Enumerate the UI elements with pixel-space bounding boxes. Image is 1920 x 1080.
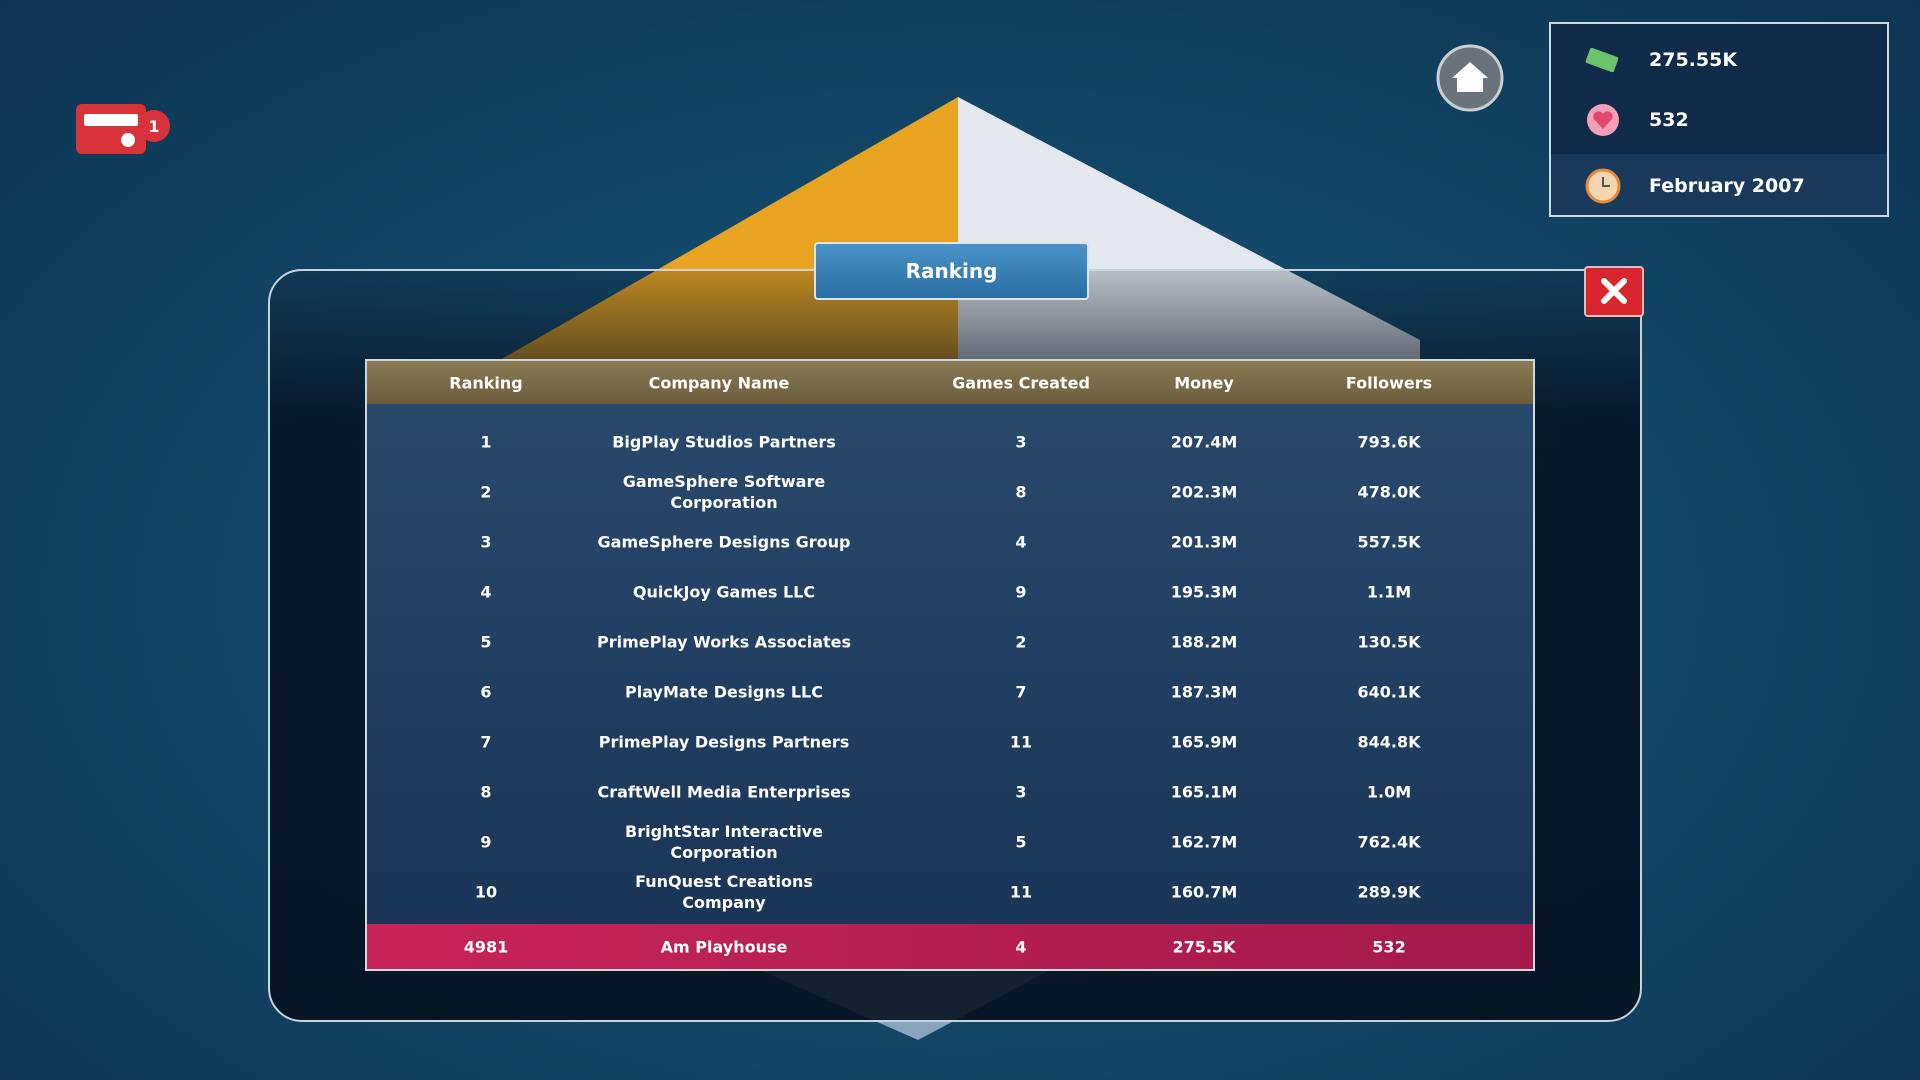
followers-cell: 478.0K [1357,482,1421,502]
company-cell: PrimePlay Works Associates [596,632,852,652]
rank-cell: 7 [480,732,492,752]
money-cell: 195.3M [1170,582,1238,602]
column-header: Money [1174,373,1234,393]
player-company-cell: Am Playhouse [660,937,788,957]
money-cell: 188.2M [1170,632,1238,652]
radio-knob [121,133,135,147]
table-header [367,361,1533,404]
column-header: Followers [1345,373,1433,393]
rank-cell: 4 [480,582,492,602]
followers-cell: 130.5K [1357,632,1421,652]
rank-cell: 5 [480,632,492,652]
followers-cell: 1.0M [1366,782,1412,802]
close-button[interactable] [1584,266,1644,317]
dialog-title: Ranking [814,242,1089,300]
followers-cell: 844.8K [1357,732,1421,752]
column-header: Games Created [952,373,1090,393]
rank-cell: 3 [480,532,492,552]
company-cell: GameSphere Software Corporation [622,472,826,512]
money-cell: 207.4M [1170,432,1238,452]
company-cell: CraftWell Media Enterprises [597,782,851,802]
player-money-cell: 275.5K [1172,937,1236,957]
money-icon [1585,47,1619,73]
hud-money: 275.55K [1649,49,1738,71]
radio-display [84,114,138,126]
company-cell: BrightStar Interactive Corporation [625,822,823,862]
hud-date-row: February 2007 [1551,166,1887,206]
company-cell: QuickJoy Games LLC [632,582,816,602]
money-cell: 162.7M [1170,832,1238,852]
player-row [367,924,1533,969]
hud-followers-row: 532 [1551,100,1887,140]
games-cell: 4 [1015,532,1027,552]
money-cell: 160.7M [1170,882,1238,902]
rank-cell: 6 [480,682,492,702]
badge [138,110,170,142]
games-cell: 11 [1009,882,1033,902]
followers-cell: 1.1M [1366,582,1412,602]
games-cell: 5 [1015,832,1027,852]
radio-button[interactable]: 1 [76,98,176,158]
ranking-table: Ranking Company Name Games Created Money Fol… [365,359,1535,971]
company-cell: FunQuest Creations Company [635,872,813,912]
rank-cell: 1 [480,432,492,452]
followers-cell: 557.5K [1357,532,1421,552]
badge-count: 1 [148,117,159,136]
money-cell: 187.3M [1170,682,1238,702]
home-icon [1452,62,1488,92]
games-cell: 11 [1009,732,1033,752]
company-cell: BigPlay Studios Partners [612,432,836,452]
company-cell: PrimePlay Designs Partners [598,732,850,752]
player-rank-cell: 4981 [463,937,509,957]
hud-followers: 532 [1649,109,1689,131]
followers-cell: 289.9K [1357,882,1421,902]
hud-panel: 275.55K 532 February 2007 [1549,22,1889,217]
games-cell: 7 [1015,682,1027,702]
column-header: Company Name [648,373,790,393]
heart-icon [1587,104,1619,136]
games-cell: 2 [1015,632,1027,652]
company-cell: GameSphere Designs Group [597,532,851,552]
hud-date: February 2007 [1649,175,1805,197]
column-header: Ranking [449,373,523,393]
home-button[interactable] [1436,44,1504,112]
rank-cell: 10 [474,882,498,902]
player-followers-cell: 532 [1372,937,1406,957]
games-cell: 3 [1015,432,1027,452]
player-games-cell: 4 [1015,937,1027,957]
rank-cell: 2 [480,482,492,502]
rank-cell: 8 [480,782,492,802]
clock-icon [1585,168,1621,204]
followers-cell: 793.6K [1357,432,1421,452]
money-cell: 202.3M [1170,482,1238,502]
hud-money-row: 275.55K [1551,40,1887,80]
games-cell: 9 [1015,582,1027,602]
money-cell: 165.9M [1170,732,1238,752]
radio-body [76,104,146,154]
money-cell: 165.1M [1170,782,1238,802]
company-cell: PlayMate Designs LLC [625,682,823,702]
games-cell: 3 [1015,782,1027,802]
followers-cell: 762.4K [1357,832,1421,852]
followers-cell: 640.1K [1357,682,1421,702]
money-cell: 201.3M [1170,532,1238,552]
games-cell: 8 [1015,482,1027,502]
rank-cell: 9 [480,832,492,852]
